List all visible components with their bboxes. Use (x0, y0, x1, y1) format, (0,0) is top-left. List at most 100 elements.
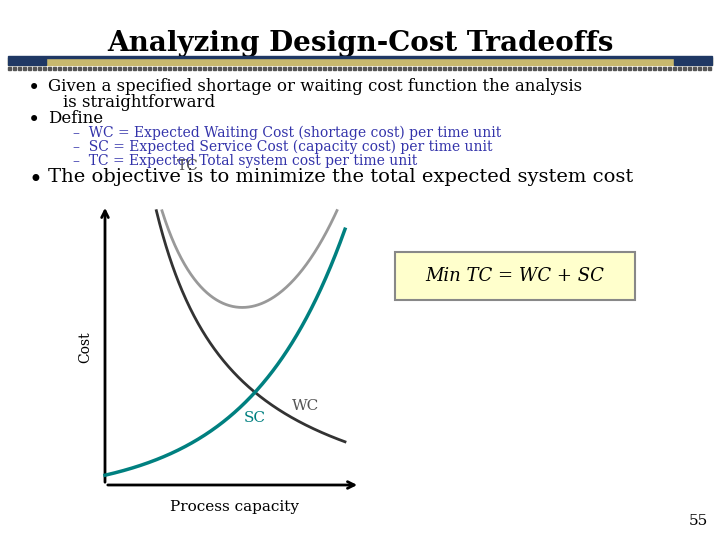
Text: Cost: Cost (78, 332, 92, 363)
Bar (643, 67, 646, 70)
Bar (318, 67, 321, 70)
Text: Define: Define (48, 110, 103, 127)
Bar (23, 67, 26, 70)
Bar (378, 67, 381, 70)
Bar (383, 67, 386, 70)
Bar (353, 67, 356, 70)
Bar (193, 67, 196, 70)
Bar (198, 67, 201, 70)
Bar (183, 67, 186, 70)
Bar (143, 67, 146, 70)
Bar (638, 67, 641, 70)
Bar (223, 67, 226, 70)
Bar (573, 67, 576, 70)
Bar (358, 67, 361, 70)
Bar (273, 67, 276, 70)
Bar (633, 67, 636, 70)
Bar (303, 67, 306, 70)
Bar (448, 67, 451, 70)
Bar (73, 67, 76, 70)
Bar (663, 67, 666, 70)
Bar (688, 67, 691, 70)
Bar (518, 67, 521, 70)
Bar (338, 67, 341, 70)
FancyBboxPatch shape (395, 252, 635, 300)
Text: is straightforward: is straightforward (63, 94, 215, 111)
Bar (163, 67, 166, 70)
Bar (493, 67, 496, 70)
Bar (443, 67, 446, 70)
Bar (298, 67, 301, 70)
Text: Analyzing Design-Cost Tradeoffs: Analyzing Design-Cost Tradeoffs (107, 30, 613, 57)
Bar (88, 67, 91, 70)
Bar (38, 67, 41, 70)
Bar (98, 67, 101, 70)
Bar (8, 67, 11, 70)
Bar (503, 67, 506, 70)
Bar (123, 67, 126, 70)
Bar (58, 67, 61, 70)
Bar (613, 67, 616, 70)
Bar (453, 67, 456, 70)
Bar (563, 67, 566, 70)
Bar (213, 67, 216, 70)
Bar (668, 67, 671, 70)
Bar (623, 67, 626, 70)
Bar (253, 67, 256, 70)
Bar (703, 67, 706, 70)
Bar (523, 67, 526, 70)
Bar (588, 67, 591, 70)
Bar (103, 67, 106, 70)
Bar (673, 67, 676, 70)
Bar (188, 67, 191, 70)
Bar (558, 67, 561, 70)
Bar (83, 67, 86, 70)
Bar (293, 67, 296, 70)
Bar (133, 67, 136, 70)
Bar (478, 67, 481, 70)
Bar (228, 67, 231, 70)
Bar (693, 67, 696, 70)
Bar (158, 67, 161, 70)
Bar (78, 67, 81, 70)
Bar (553, 67, 556, 70)
Bar (63, 67, 66, 70)
Bar (108, 67, 111, 70)
Bar (8, 58, 712, 65)
Bar (393, 67, 396, 70)
Bar (488, 67, 491, 70)
Text: –  SC = Expected Service Cost (capacity cost) per time unit: – SC = Expected Service Cost (capacity c… (73, 140, 492, 154)
Bar (343, 67, 346, 70)
Bar (173, 67, 176, 70)
Text: 55: 55 (689, 514, 708, 528)
Bar (153, 67, 156, 70)
Bar (33, 67, 36, 70)
Bar (93, 67, 96, 70)
Bar (658, 67, 661, 70)
Bar (68, 67, 71, 70)
Bar (363, 67, 366, 70)
Bar (53, 67, 56, 70)
Bar (683, 67, 686, 70)
Bar (278, 67, 281, 70)
Bar (323, 67, 326, 70)
Bar (268, 67, 271, 70)
Bar (368, 67, 371, 70)
Bar (473, 67, 476, 70)
Text: SC: SC (244, 411, 266, 425)
Bar (388, 67, 391, 70)
Bar (288, 67, 291, 70)
Text: –  WC = Expected Waiting Cost (shortage cost) per time unit: – WC = Expected Waiting Cost (shortage c… (73, 126, 501, 140)
Text: TC: TC (177, 159, 199, 173)
Bar (208, 67, 211, 70)
Bar (463, 67, 466, 70)
Bar (674, 58, 712, 65)
Bar (13, 67, 16, 70)
Bar (413, 67, 416, 70)
Bar (243, 67, 246, 70)
Bar (583, 67, 586, 70)
Text: •: • (28, 168, 42, 192)
Text: Min TC = WC + SC: Min TC = WC + SC (426, 267, 604, 285)
Bar (648, 67, 651, 70)
Text: •: • (28, 78, 40, 98)
